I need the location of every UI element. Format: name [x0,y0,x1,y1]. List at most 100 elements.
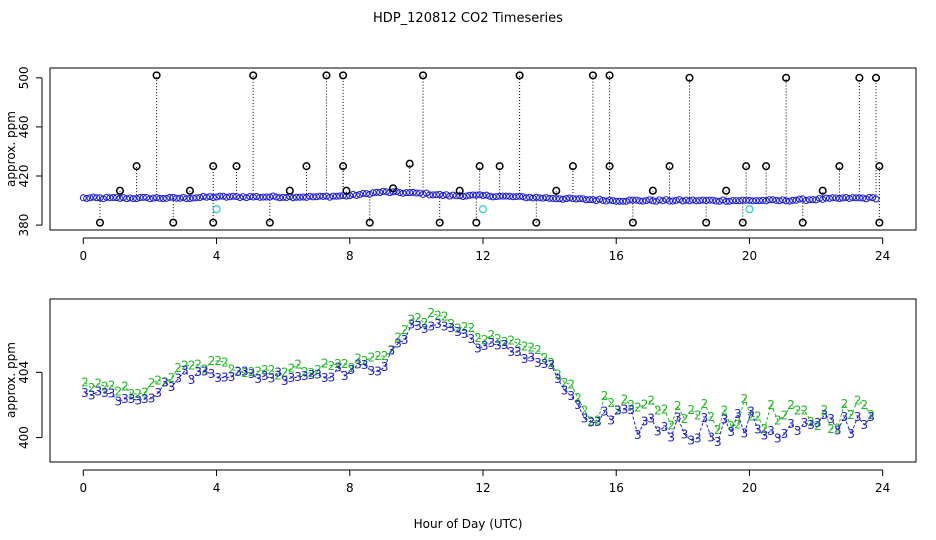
series-3-point: 3 [814,416,822,430]
baseline-point [659,197,667,205]
series-3-point: 3 [707,431,715,445]
series-3-point: 3 [621,403,629,417]
series-3-point: 3 [614,404,622,418]
x-axis-label: Hour of Day (UTC) [414,517,523,531]
series-3-point: 3 [268,372,276,386]
series-2-point: 2 [727,419,735,433]
y-tick-label: 380 [17,214,31,237]
series-3-point: 3 [494,339,502,353]
series-3-point: 3 [727,425,735,439]
baseline-point [426,191,434,199]
series-3-point: 3 [354,358,362,372]
baseline-point [636,197,644,205]
outlier-point [389,184,398,193]
series-2-point: 2 [674,399,682,413]
baseline-point [679,197,687,205]
baseline-point [745,196,753,204]
baseline-point [466,191,474,199]
series-2-point: 2 [654,403,662,417]
baseline-point [419,190,427,198]
outlier-point [475,162,484,171]
series-3-point: 3 [394,337,402,351]
series-3-point: 3 [221,370,229,384]
baseline-point [209,193,217,201]
series-2-point: 2 [574,391,582,405]
baseline-point [509,193,517,201]
series-3-point: 3 [181,364,189,378]
baseline-point [469,191,477,199]
baseline-point [159,194,167,202]
series-3-point: 3 [694,431,702,445]
series-2-point: 2 [348,361,356,375]
baseline-point [456,192,464,200]
series-2-point: 2 [341,357,349,371]
series-3-point: 3 [448,321,456,335]
series-3-point: 3 [321,371,329,385]
baseline-point [632,196,640,204]
series-3-point: 3 [754,423,762,437]
baseline-point [489,193,497,201]
outlier-point [605,71,614,80]
series-3-point: 3 [781,427,789,441]
series-3-point: 3 [747,404,755,418]
series-3-point: 3 [507,345,515,359]
series-3-point: 3 [434,317,442,331]
series-2-point: 2 [774,413,782,427]
top-plot-frame [49,67,917,231]
series-3-point: 3 [388,343,396,357]
baseline-point [442,191,450,199]
series-2-point: 2 [627,398,635,412]
series-2-point: 2 [468,321,476,335]
baseline-point [226,193,234,201]
series-3-point: 3 [468,332,476,346]
baseline-point [352,191,360,199]
baseline-point [709,196,717,204]
series-2-point: 2 [241,366,249,380]
baseline-point [436,190,444,198]
series-2-point: 2 [368,350,376,364]
baseline-point [376,189,384,197]
outlier-point [405,159,414,168]
baseline-point [782,197,790,205]
series-2-point: 2 [394,330,402,344]
series-3-point: 3 [474,342,482,356]
outlier-point [818,186,827,195]
series-3-point: 3 [461,327,469,341]
outlier-point [365,218,374,227]
series-3-point: 3 [561,383,569,397]
baseline-point [512,193,520,201]
series-3-point: 3 [168,380,176,394]
series-2-point: 2 [148,376,156,390]
series-3-point: 3 [174,372,182,386]
baseline-point [722,197,730,205]
baseline-point [752,197,760,205]
series-3-point: 3 [481,339,489,353]
series-2-point: 2 [168,371,176,385]
baseline-point [412,189,420,197]
baseline-point [775,197,783,205]
series-2-point: 2 [807,415,815,429]
baseline-point [642,197,650,205]
series-3-point: 3 [454,325,462,339]
series-3-point: 3 [248,367,256,381]
baseline-point [592,196,600,204]
outlier-point [209,218,218,227]
series-3-point: 3 [381,360,389,374]
baseline-point [562,195,570,203]
series-2-point: 2 [141,385,149,399]
series-3-line [84,323,872,443]
series-2-point: 2 [661,403,669,417]
baseline-point [329,192,337,200]
series-3-point: 3 [88,388,96,402]
series-2-point: 2 [374,349,382,363]
baseline-point [735,197,743,205]
series-2-point: 2 [188,359,196,373]
series-2-point: 2 [108,379,116,393]
baseline-point [686,197,694,205]
series-2-point: 2 [494,332,502,346]
baseline-point [769,196,777,204]
baseline-point [799,195,807,203]
series-2-point: 2 [408,313,416,327]
outlier-point [588,71,597,80]
series-2-point: 2 [314,363,322,377]
